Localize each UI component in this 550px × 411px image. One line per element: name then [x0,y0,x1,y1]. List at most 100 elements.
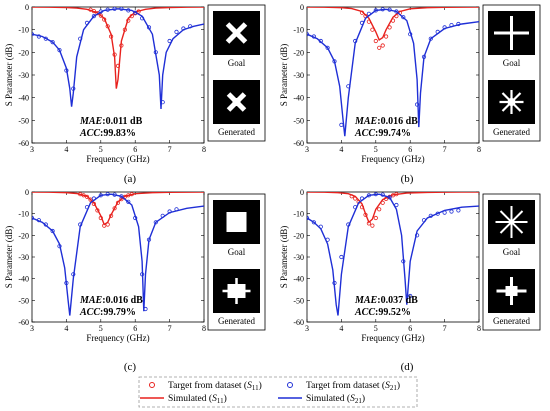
data-point [401,15,406,20]
data-point [84,205,90,210]
acc-annotation: ACC:99.83% [79,128,136,139]
data-point [366,221,371,226]
data-point [349,194,354,199]
x-tick-label: 3 [30,145,34,154]
data-point [366,19,371,24]
x-tick-label: 7 [443,324,447,333]
acc-annotation: ACC:99.79% [79,307,136,318]
data-point [78,222,83,227]
legend-item: Simulated (S11) [140,393,227,405]
data-point [50,228,55,234]
data-point [84,194,90,199]
legend-close: ) [362,393,365,404]
mae-annotation: MAE:0.037 dB [354,295,418,306]
acc-value: :99.83% [100,128,136,139]
chart-panel: 3 4 5 6 7 8 0 -10 -20 -30 -40 -50 -60 Frequency (GHz)… [4,3,266,185]
x-tick-label: 8 [202,324,206,333]
data-point [71,272,76,277]
legend-marker [287,382,293,388]
y-tick-label: -50 [293,116,304,125]
center-block [505,286,518,296]
x-tick-label: 4 [339,145,343,154]
series-line [32,8,204,110]
data-point [442,210,447,215]
legend-sub: 11 [217,397,224,405]
legend-s: S [247,381,252,391]
series-line [307,192,479,224]
data-point [449,22,454,28]
acc-annotation: ACC:99.74% [354,128,411,139]
data-point [318,224,323,229]
y-tick-label: -10 [18,210,29,219]
data-point [115,63,121,69]
y-tick-label: -50 [293,296,304,305]
data-point [119,197,124,202]
mae-value: :0.011 dB [102,116,142,127]
series-group [32,192,204,316]
legend-label-text: Target from dataset ( [306,380,385,391]
data-point [112,7,117,11]
data-point [346,84,351,89]
acc-value: :99.74% [375,128,411,139]
y-tick-label: -10 [293,210,304,219]
mae-value: :0.037 dB [377,295,418,306]
legend-sub: 11 [252,384,259,392]
data-point [401,259,406,264]
data-point [98,215,103,221]
data-point [160,100,165,105]
data-point [383,34,389,39]
data-point [140,16,145,21]
data-point [394,9,399,14]
data-point [102,223,107,228]
legend-sub: 21 [355,397,363,405]
plot-frame [306,6,480,144]
y-axis-label: S Parameter (dB) [279,226,289,288]
legend-label: Target from dataset (S11) [168,380,262,392]
mae-value: :0.016 dB [377,116,418,127]
data-point [174,29,179,34]
data-point [380,43,385,48]
data-point [387,195,392,200]
x-tick-label: 3 [305,145,309,154]
data-point [105,222,110,227]
panel-label: (c) [124,361,137,373]
data-point [394,192,399,197]
y-tick-label: -30 [18,71,29,80]
data-point [325,237,330,242]
data-point [126,8,131,13]
series-line [32,7,204,89]
data-point [119,194,124,199]
data-point [146,25,152,30]
x-axis-label: Frequency (GHz) [361,333,424,343]
data-point [91,196,97,201]
data-point [387,25,392,30]
data-point [126,199,131,204]
data-point [112,52,117,57]
x-tick-label: 7 [168,324,172,333]
x-tick-label: 6 [408,145,412,154]
data-point [408,32,413,37]
acc-label: ACC [354,128,375,139]
panel-label: (d) [401,361,414,373]
acc-label: ACC [354,307,375,318]
thumbnail-image [488,200,535,244]
x-tick-label: 7 [443,145,447,154]
x-cross-shape [225,22,248,44]
data-point [153,50,158,55]
data-point [359,196,365,201]
data-point [377,45,382,50]
data-point [95,208,100,213]
legend-label: Simulated (S11) [168,393,227,405]
data-point [122,27,128,32]
data-point [105,192,110,197]
x-tick-label: 5 [374,145,378,154]
x-tick-label: 4 [64,324,68,333]
goal-label: Goal [228,58,246,68]
x-tick-label: 4 [64,145,68,154]
data-point [109,213,114,218]
data-point [91,14,97,19]
data-point [421,218,427,223]
data-point [167,38,172,44]
data-point [32,215,35,221]
mae-label: MAE [354,116,378,127]
